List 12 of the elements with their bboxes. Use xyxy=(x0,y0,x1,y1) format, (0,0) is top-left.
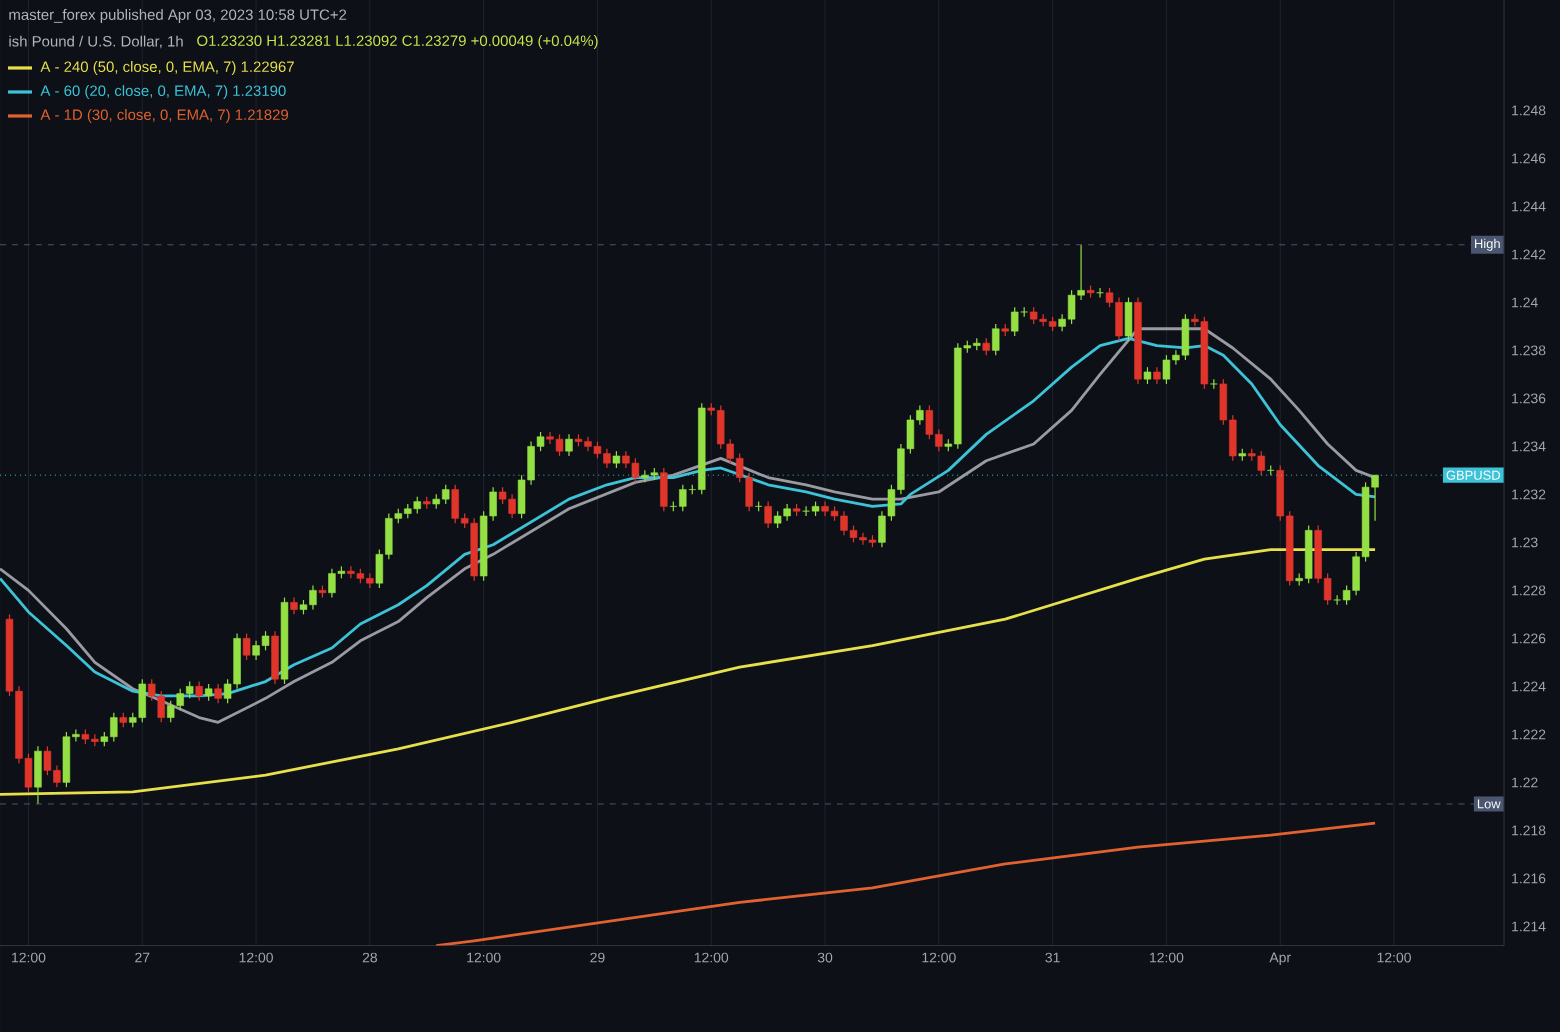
candlestick xyxy=(1124,296,1133,342)
candlestick xyxy=(242,632,251,661)
candlestick xyxy=(214,683,222,704)
candlestick xyxy=(764,500,772,529)
candlestick xyxy=(34,745,42,805)
candlestick xyxy=(271,630,279,685)
candlestick xyxy=(660,467,668,512)
candlestick xyxy=(992,323,1000,356)
candlestick xyxy=(195,680,203,702)
line-series xyxy=(434,821,1377,946)
line-series xyxy=(0,548,1377,796)
candlestick xyxy=(565,433,573,457)
